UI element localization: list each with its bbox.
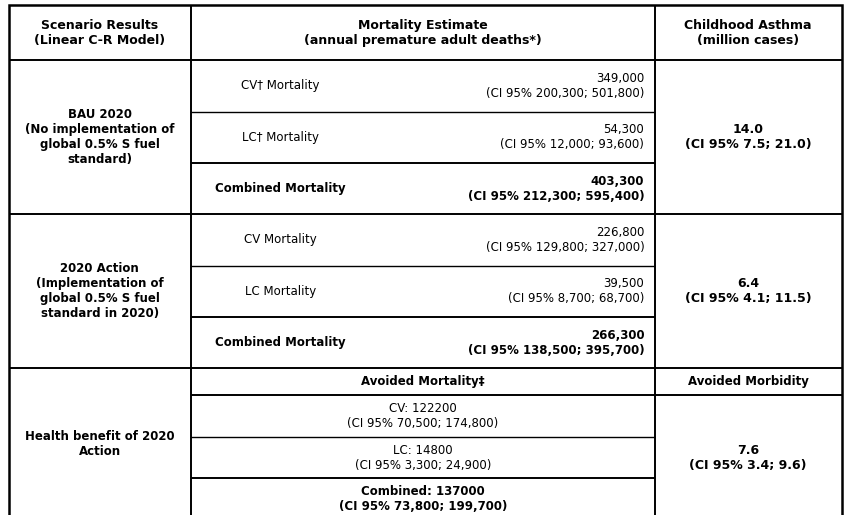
Text: LC Mortality: LC Mortality — [245, 285, 316, 298]
Text: LC† Mortality: LC† Mortality — [242, 131, 319, 144]
Text: Health benefit of 2020
Action: Health benefit of 2020 Action — [25, 430, 175, 458]
Text: 266,300
(CI 95% 138,500; 395,700): 266,300 (CI 95% 138,500; 395,700) — [468, 329, 644, 356]
Text: 14.0
(CI 95% 7.5; 21.0): 14.0 (CI 95% 7.5; 21.0) — [685, 123, 811, 151]
Text: Mortality Estimate
(annual premature adult deaths*): Mortality Estimate (annual premature adu… — [304, 19, 541, 47]
Text: BAU 2020
(No implementation of
global 0.5% S fuel
standard): BAU 2020 (No implementation of global 0.… — [26, 108, 174, 166]
Text: 349,000
(CI 95% 200,300; 501,800): 349,000 (CI 95% 200,300; 501,800) — [486, 72, 644, 100]
Text: 403,300
(CI 95% 212,300; 595,400): 403,300 (CI 95% 212,300; 595,400) — [468, 175, 644, 202]
Text: Scenario Results
(Linear C-R Model): Scenario Results (Linear C-R Model) — [34, 19, 166, 47]
Text: 6.4
(CI 95% 4.1; 11.5): 6.4 (CI 95% 4.1; 11.5) — [685, 277, 811, 305]
Text: Childhood Asthma
(million cases): Childhood Asthma (million cases) — [684, 19, 812, 47]
Text: 54,300
(CI 95% 12,000; 93,600): 54,300 (CI 95% 12,000; 93,600) — [501, 123, 644, 151]
Text: Combined: 137000
(CI 95% 73,800; 199,700): Combined: 137000 (CI 95% 73,800; 199,700… — [338, 485, 507, 513]
Text: Avoided Mortality‡: Avoided Mortality‡ — [361, 375, 484, 388]
Text: 39,500
(CI 95% 8,700; 68,700): 39,500 (CI 95% 8,700; 68,700) — [508, 277, 644, 305]
Text: Combined Mortality: Combined Mortality — [215, 336, 346, 349]
Text: Combined Mortality: Combined Mortality — [215, 182, 346, 195]
Text: 7.6
(CI 95% 3.4; 9.6): 7.6 (CI 95% 3.4; 9.6) — [689, 443, 807, 472]
Text: Avoided Morbidity: Avoided Morbidity — [688, 375, 808, 388]
Text: CV† Mortality: CV† Mortality — [241, 79, 320, 92]
Text: 2020 Action
(Implementation of
global 0.5% S fuel
standard in 2020): 2020 Action (Implementation of global 0.… — [36, 262, 164, 320]
Text: CV: 122200
(CI 95% 70,500; 174,800): CV: 122200 (CI 95% 70,500; 174,800) — [348, 402, 498, 430]
Text: LC: 14800
(CI 95% 3,300; 24,900): LC: 14800 (CI 95% 3,300; 24,900) — [354, 443, 491, 472]
Text: CV Mortality: CV Mortality — [244, 233, 317, 246]
Text: 226,800
(CI 95% 129,800; 327,000): 226,800 (CI 95% 129,800; 327,000) — [485, 226, 644, 254]
